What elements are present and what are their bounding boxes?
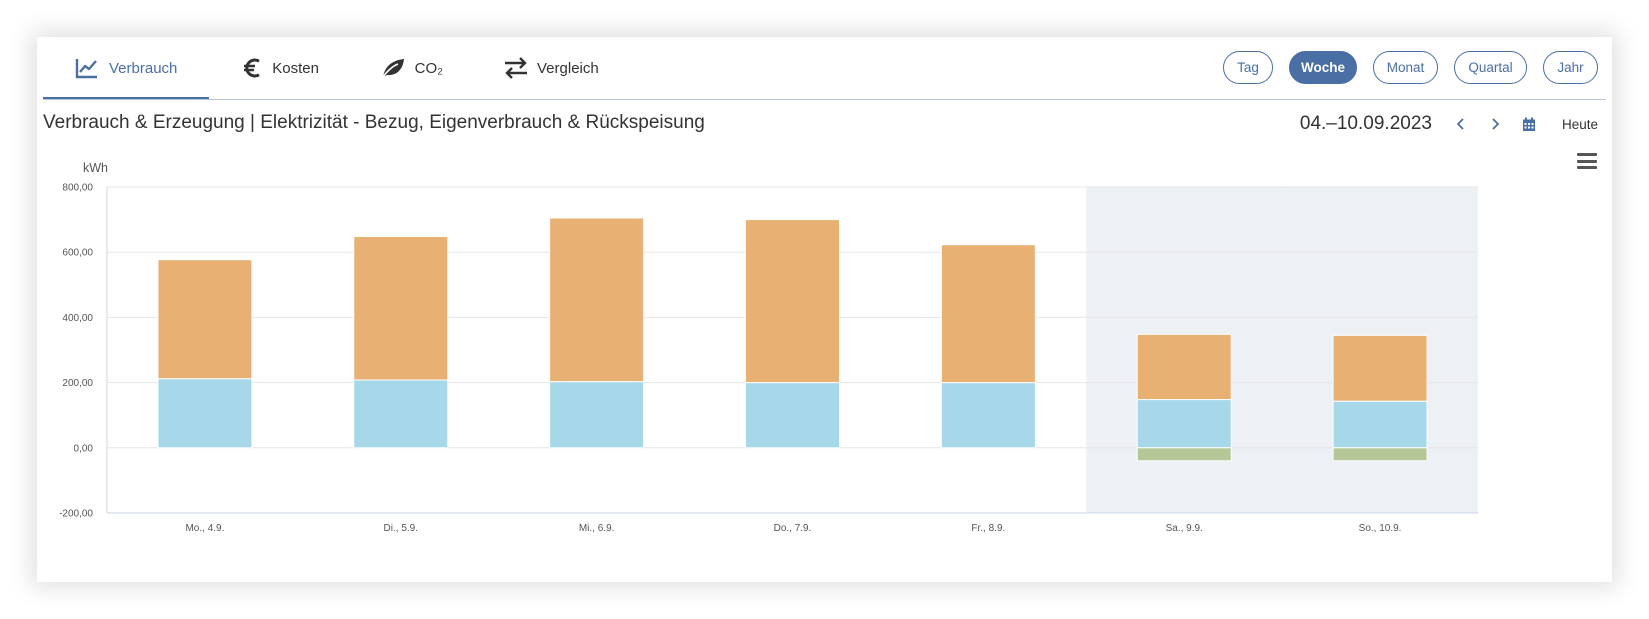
bar-segment	[1332, 400, 1428, 449]
chart-menu-button[interactable]	[1577, 153, 1597, 169]
period-selector: Tag Woche Monat Quartal Jahr	[1223, 51, 1598, 84]
tab-vergleich[interactable]: Vergleich	[473, 37, 623, 99]
y-tick-label: 400,00	[62, 313, 93, 324]
tab-label: Vergleich	[537, 59, 599, 77]
bar-segment	[353, 379, 449, 449]
x-tick-label: So., 10.9.	[1359, 523, 1402, 534]
tab-kosten[interactable]: Kosten	[209, 37, 349, 99]
y-tick-label: -200,00	[59, 509, 93, 520]
bar-segment	[940, 382, 1036, 449]
bar-segment	[940, 244, 1036, 384]
y-tick-label: 600,00	[62, 248, 93, 259]
period-quartal-button[interactable]: Quartal	[1454, 51, 1527, 84]
tab-co2[interactable]: CO₂	[349, 37, 473, 99]
bar-segment	[157, 378, 253, 449]
stacked-bar-chart: -200,00 0,00 200,00 400,00 600,00 800,00 kWh Mo…	[59, 161, 1478, 534]
period-monat-button[interactable]: Monat	[1373, 51, 1438, 84]
x-tick-label: Fr., 8.9.	[971, 523, 1005, 534]
tab-label: Verbrauch	[109, 59, 178, 77]
bar-segment	[745, 382, 840, 449]
period-jahr-button[interactable]: Jahr	[1543, 51, 1598, 84]
bar-segment	[1332, 334, 1428, 402]
period-tag-button[interactable]: Tag	[1223, 51, 1273, 84]
tab-label: CO₂	[414, 59, 443, 77]
bar-segment	[353, 236, 449, 381]
bar-segment	[1332, 447, 1428, 462]
x-tick-label: Do., 7.9.	[774, 523, 812, 534]
y-tick-label: 200,00	[62, 378, 93, 389]
bar-segment	[157, 259, 253, 380]
today-button[interactable]: Heute	[1561, 116, 1598, 132]
period-woche-button[interactable]: Woche	[1289, 51, 1357, 84]
calendar-button[interactable]	[1512, 110, 1546, 138]
tab-verbrauch[interactable]: Verbrauch	[43, 37, 209, 100]
leaf-icon	[379, 54, 407, 82]
hamburger-menu-icon	[1577, 153, 1597, 156]
y-tick-label: 0,00	[74, 443, 94, 454]
chart-card: Verbrauch Kosten CO₂ Vergleich Tag Woche…	[37, 37, 1612, 582]
euro-icon	[239, 54, 264, 82]
next-period-button[interactable]	[1478, 110, 1512, 138]
previous-period-button[interactable]	[1444, 110, 1478, 138]
x-tick-label: Di., 5.9.	[384, 523, 418, 534]
y-tick-label: 800,00	[62, 183, 93, 194]
y-axis-unit: kWh	[83, 161, 108, 175]
x-tick-label: Mo., 4.9.	[185, 523, 224, 534]
bar-segment	[1136, 447, 1232, 462]
swap-arrows-icon	[503, 54, 529, 82]
x-tick-label: Mi., 6.9.	[579, 523, 615, 534]
bar-segment	[1136, 399, 1232, 449]
bar-segment	[745, 219, 840, 384]
chart-title: Verbrauch & Erzeugung | Elektrizität - B…	[43, 112, 705, 133]
bar-segment	[1136, 333, 1232, 401]
line-chart-icon	[73, 54, 101, 82]
chevron-right-icon	[1492, 118, 1500, 130]
x-tick-label: Sa., 9.9.	[1166, 523, 1203, 534]
tab-label: Kosten	[272, 59, 319, 77]
chevron-left-icon	[1456, 118, 1464, 130]
tab-bar: Verbrauch Kosten CO₂ Vergleich	[43, 37, 623, 100]
date-navigation: 04.–10.09.2023 Heute	[1300, 110, 1598, 138]
calendar-icon	[1522, 117, 1535, 131]
bar-segment	[549, 381, 645, 449]
date-range: 04.–10.09.2023	[1299, 113, 1432, 134]
bar-segment	[549, 217, 645, 383]
tab-divider	[43, 99, 1606, 100]
